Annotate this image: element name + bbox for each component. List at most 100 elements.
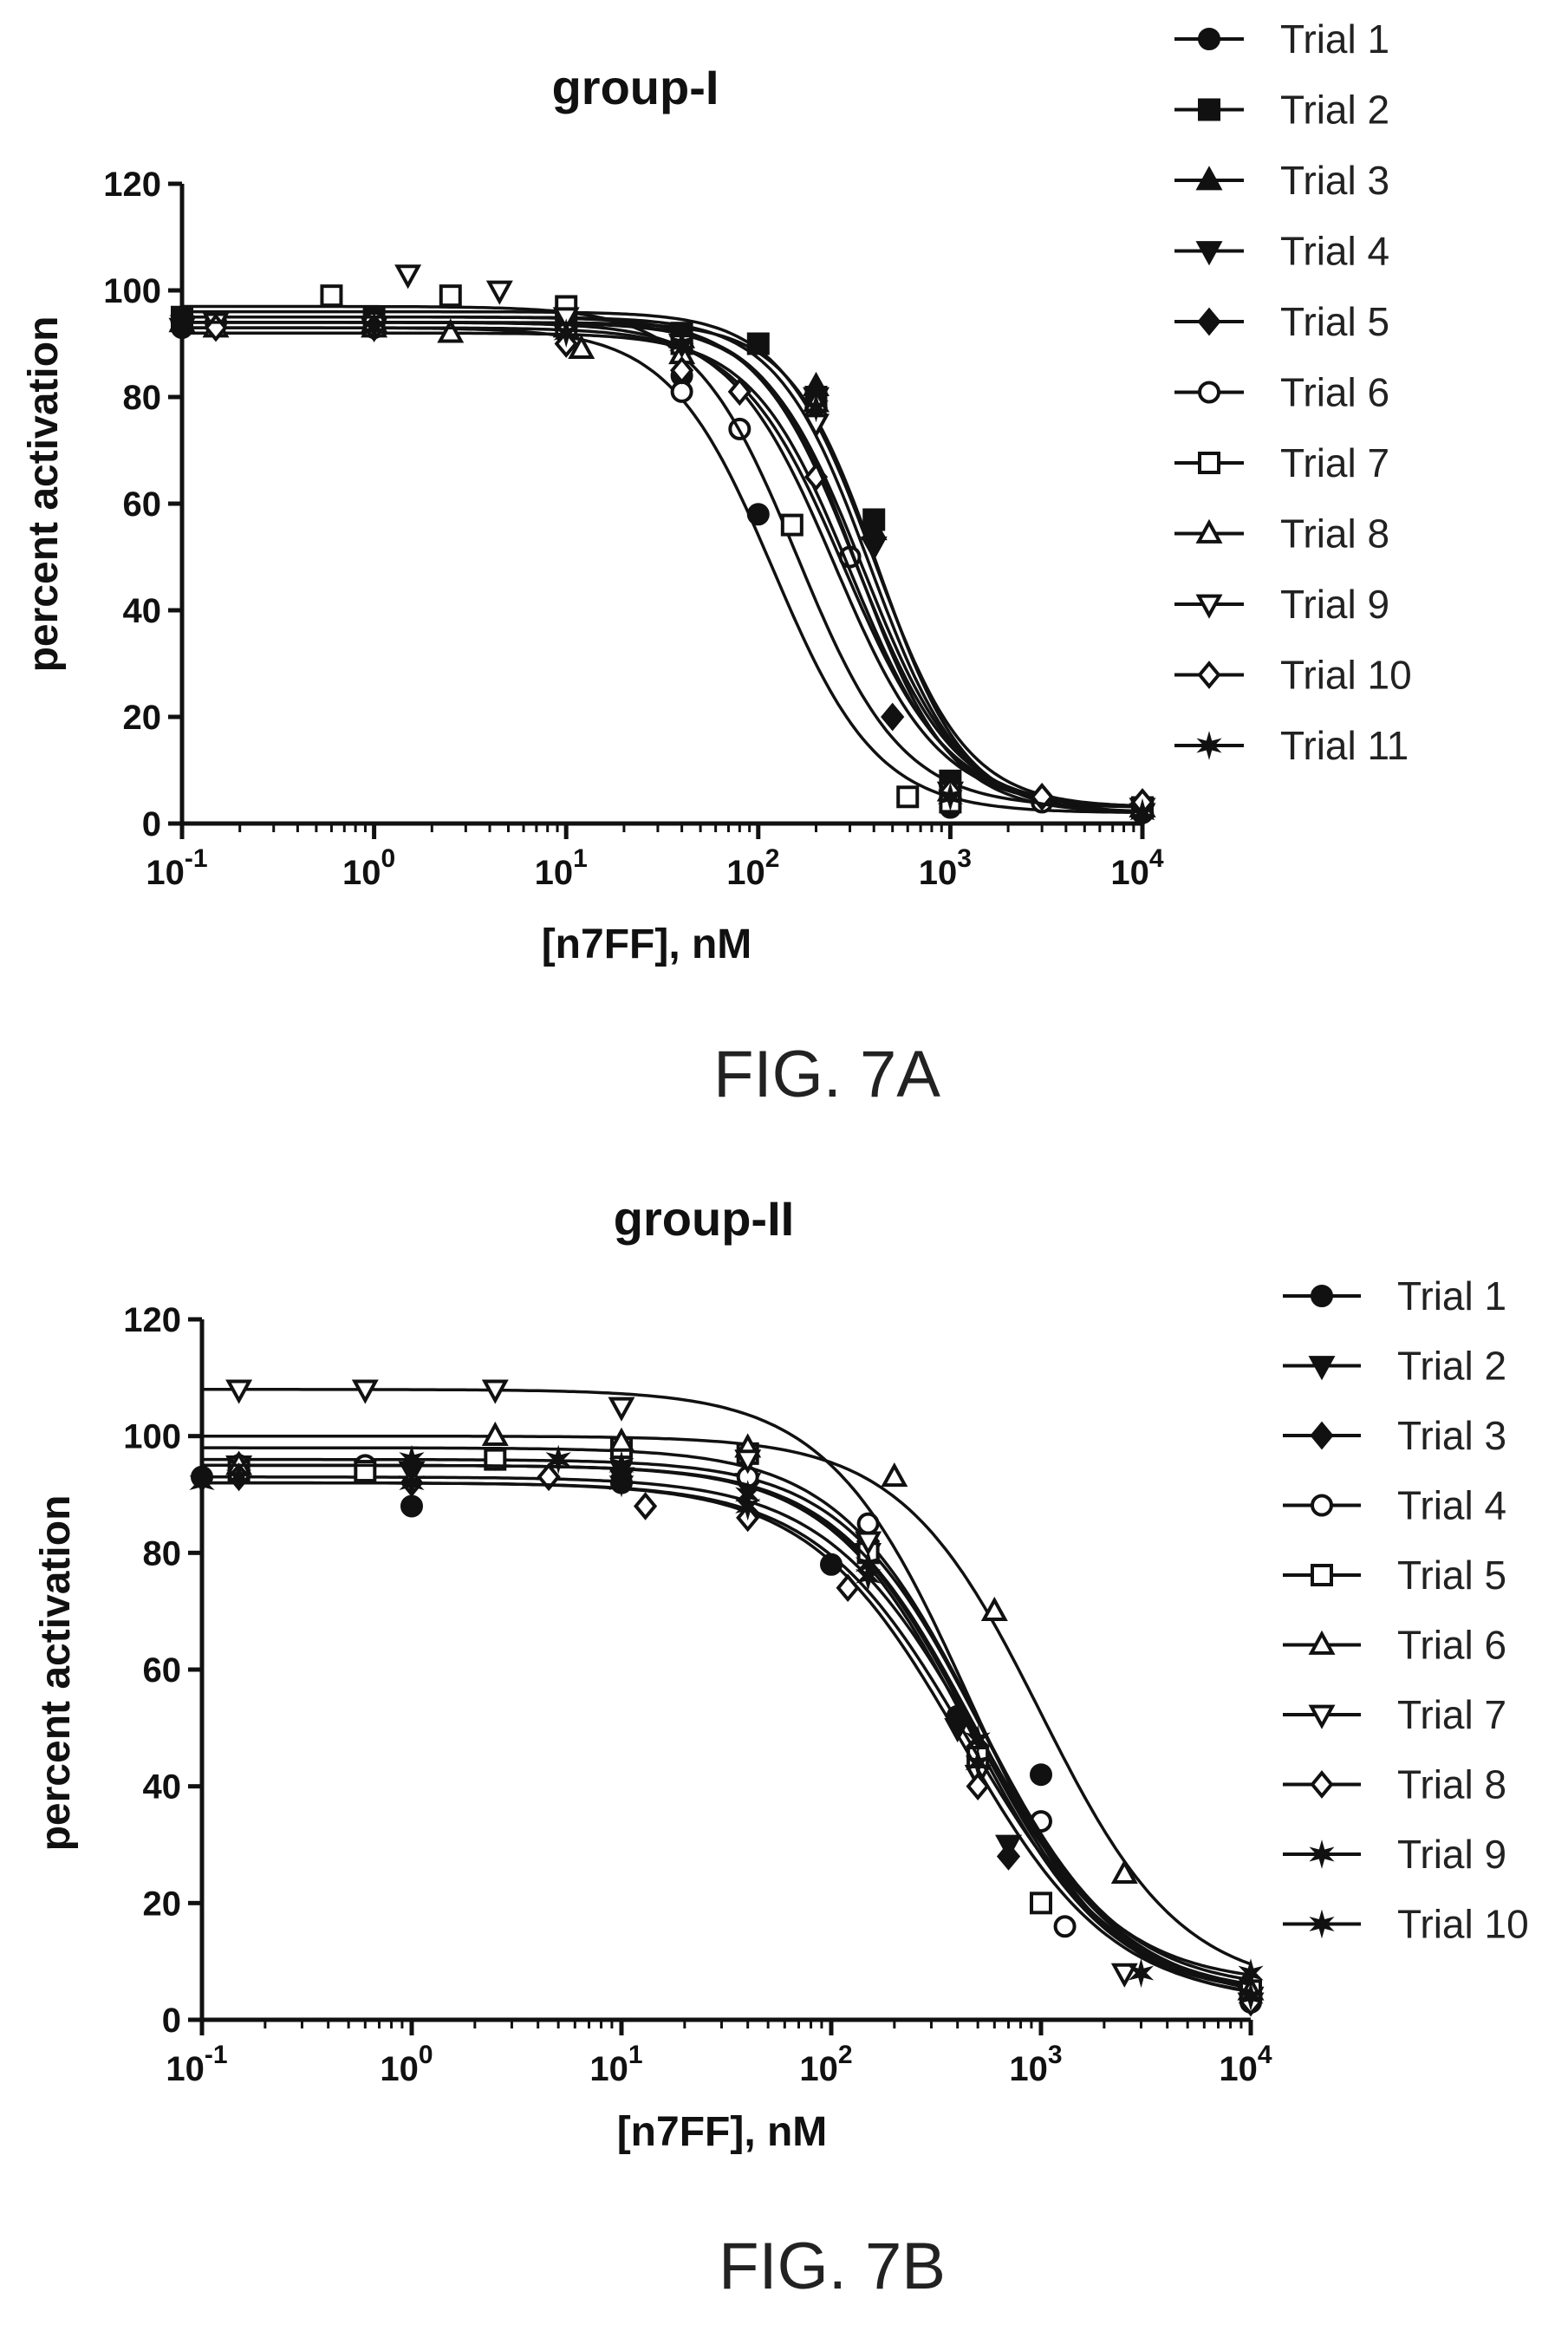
- series-10: [182, 313, 1155, 817]
- data-point: [485, 280, 513, 305]
- data-point: [965, 1748, 991, 1778]
- legend-marker: [1309, 1839, 1335, 1869]
- fit-curve: [202, 1388, 1252, 1994]
- legend-marker: [1195, 518, 1223, 544]
- data-point: [437, 318, 465, 343]
- legend-marker: [1309, 1909, 1335, 1939]
- legend-marker: [1198, 98, 1220, 121]
- fit-curve: [182, 309, 1143, 808]
- fit-curve: [202, 1434, 1252, 1966]
- x-tick-label: 102: [726, 844, 779, 892]
- series-4: [168, 317, 1156, 828]
- legend-label: Trial 7: [1280, 440, 1389, 485]
- data-point: [608, 1397, 635, 1422]
- legend-marker: [1197, 661, 1221, 689]
- data-point: [735, 1491, 761, 1521]
- legend-marker: [1198, 452, 1220, 474]
- fit-curve: [182, 316, 1143, 813]
- series-6: [202, 1421, 1265, 2001]
- fit-curve: [182, 321, 1143, 808]
- data-point: [937, 782, 964, 812]
- data-point: [553, 318, 579, 348]
- fit-curve: [182, 326, 1142, 814]
- legend-label: Trial 9: [1397, 1832, 1506, 1877]
- data-point: [1110, 1963, 1138, 1988]
- legend-marker: [1197, 307, 1221, 336]
- legend-label: Trial 7: [1397, 1692, 1506, 1737]
- data-point: [481, 1379, 509, 1404]
- data-point: [746, 503, 770, 526]
- data-point: [734, 1449, 762, 1475]
- fit-curve: [182, 321, 1143, 814]
- data-point: [1128, 1958, 1155, 1989]
- fit-curve: [202, 1481, 1252, 1986]
- x-tick-label: 102: [799, 2041, 852, 2088]
- legend-label: Trial 2: [1397, 1344, 1506, 1389]
- series-5: [170, 308, 1155, 828]
- data-point: [996, 1842, 1021, 1871]
- y-tick-label: 60: [143, 1651, 182, 1690]
- figure-caption: FIG. 7A: [713, 1038, 940, 1111]
- legend-marker: [1311, 1494, 1333, 1517]
- x-tick-label: 10-1: [146, 844, 207, 892]
- legend-marker: [1198, 381, 1220, 404]
- legend-marker: [1196, 731, 1222, 760]
- y-tick-label: 120: [103, 166, 161, 204]
- data-point: [803, 393, 830, 423]
- y-tick-label: 80: [123, 379, 162, 417]
- legend-label: Trial 1: [1280, 16, 1389, 62]
- legend-label: Trial 4: [1280, 229, 1389, 274]
- legend-label: Trial 6: [1280, 370, 1389, 415]
- data-point: [351, 1379, 379, 1404]
- data-point: [537, 1462, 561, 1492]
- data-point: [608, 1468, 634, 1498]
- panel-group-ii: group-II 0 20 40 60 80 100 120 10-1 100 101 102 103…: [33, 1191, 1529, 2303]
- fit-curve: [182, 321, 1143, 814]
- x-tick-label: 100: [380, 2041, 433, 2088]
- legend-label: Trial 1: [1397, 1273, 1506, 1319]
- y-tick-label: 0: [162, 2002, 181, 2040]
- data-point: [568, 334, 595, 359]
- data-point: [855, 1531, 882, 1556]
- plot-area: 0 20 40 60 80 100 120 10-1 100 101 102 103 104: [123, 1301, 1272, 2088]
- legend-label: Trial 4: [1397, 1483, 1506, 1528]
- legend-label: Trial 2: [1280, 88, 1389, 133]
- x-tick-label: 100: [342, 844, 395, 892]
- x-tick-label: 101: [589, 2041, 642, 2088]
- y-tick-label: 120: [123, 1301, 181, 1339]
- panel-group-i: group-I 0 20 40 60 80 100 120 10-1 100 101 102 103 1…: [21, 16, 1412, 1111]
- legend-label: Trial 10: [1397, 1902, 1529, 1947]
- y-tick-label: 0: [142, 805, 161, 843]
- legend: Trial 1 Trial 2 Trial 3 Trial 4 Trial 5 Trial…: [1283, 1273, 1529, 1947]
- y-tick-label: 80: [143, 1534, 182, 1572]
- data-point: [1030, 1763, 1052, 1787]
- plot-area: 0 20 40 60 80 100 120 10-1 100 101 102 103 104: [103, 166, 1164, 892]
- data-point: [966, 1772, 990, 1800]
- data-point: [320, 284, 343, 308]
- chart-title: group-II: [614, 1191, 794, 1246]
- data-point: [820, 1553, 843, 1576]
- data-point: [225, 1462, 252, 1492]
- legend-label: Trial 6: [1397, 1623, 1506, 1668]
- legend-marker: [1310, 1770, 1334, 1799]
- y-tick-label: 100: [123, 1418, 181, 1456]
- legend-label: Trial 3: [1280, 158, 1389, 203]
- data-point: [1053, 1915, 1077, 1938]
- data-point: [668, 329, 695, 359]
- data-point: [608, 1427, 635, 1452]
- x-axis-label: [n7FF], nM: [542, 921, 752, 967]
- data-point: [400, 1494, 423, 1518]
- legend-marker: [1311, 1564, 1333, 1586]
- legend-label: Trial 9: [1280, 582, 1389, 627]
- data-point: [189, 1468, 215, 1498]
- series-11: [169, 308, 1155, 828]
- legend-marker: [1308, 1704, 1336, 1729]
- data-point: [545, 1444, 571, 1475]
- x-axis-label: [n7FF], nM: [617, 2109, 828, 2155]
- data-point: [394, 264, 422, 290]
- legend-marker: [1311, 1285, 1333, 1307]
- data-point: [169, 308, 195, 337]
- series-1: [171, 316, 1154, 824]
- legend-marker: [1308, 1356, 1336, 1381]
